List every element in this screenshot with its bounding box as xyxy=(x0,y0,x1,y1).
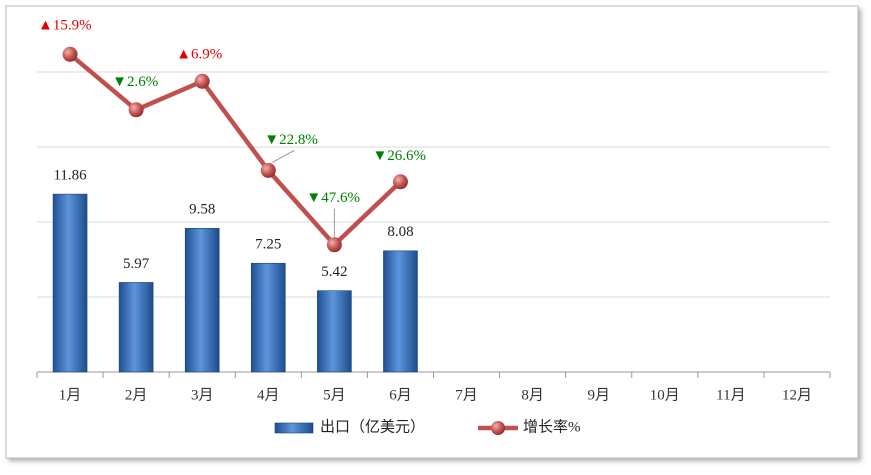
line-value-label: ▼47.6% xyxy=(306,190,360,206)
bar-value-label: 5.97 xyxy=(123,256,150,272)
bar xyxy=(184,228,220,373)
x-tick-label: 12月 xyxy=(782,387,812,403)
x-tick-label: 10月 xyxy=(650,387,680,403)
x-tick-label: 6月 xyxy=(389,387,412,403)
x-tick-label: 5月 xyxy=(323,387,346,403)
x-tick-label: 8月 xyxy=(521,387,544,403)
x-tick-label: 3月 xyxy=(191,387,214,403)
line-point xyxy=(194,73,210,89)
line-point xyxy=(260,162,276,178)
legend-swatch xyxy=(274,422,314,434)
bar-value-label: 5.42 xyxy=(321,264,347,280)
x-tick-label: 1月 xyxy=(59,387,82,403)
leader-line xyxy=(272,149,295,163)
line-value-label: ▼22.8% xyxy=(264,132,318,148)
legend-label: 出口（亿美元） xyxy=(320,418,425,435)
chart-frame xyxy=(5,5,859,459)
bar xyxy=(52,193,88,373)
bar-value-label: 9.58 xyxy=(189,202,215,218)
legend-swatch xyxy=(491,421,505,435)
line-point xyxy=(128,102,144,118)
line-value-label: ▼2.6% xyxy=(112,74,158,90)
x-tick-label: 4月 xyxy=(257,387,280,403)
line-value-label: ▲6.9% xyxy=(176,47,222,63)
legend-label: 增长率% xyxy=(523,418,581,435)
line-point xyxy=(326,237,342,253)
x-tick-label: 11月 xyxy=(716,387,745,403)
x-tick-label: 9月 xyxy=(587,387,610,403)
line xyxy=(68,52,403,248)
bar xyxy=(118,282,154,373)
line-value-label: ▲15.9% xyxy=(38,18,92,34)
bar-value-label: 7.25 xyxy=(255,237,281,253)
x-tick-label: 7月 xyxy=(455,387,478,403)
bar-value-label: 11.86 xyxy=(53,168,87,184)
x-tick-label: 2月 xyxy=(125,387,148,403)
bar-value-label: 8.08 xyxy=(387,224,413,240)
bar xyxy=(250,262,286,373)
line-point xyxy=(62,46,78,62)
line-value-label: ▼26.6% xyxy=(372,148,426,164)
bar xyxy=(317,290,352,373)
line-point xyxy=(392,174,408,190)
bar xyxy=(383,250,418,373)
